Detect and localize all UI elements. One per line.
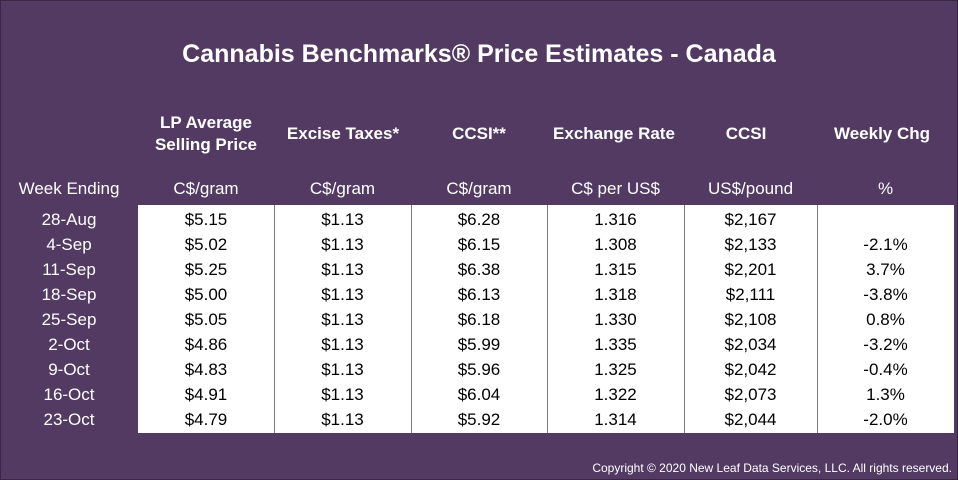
header-ccsi-cad: CCSI** (452, 124, 506, 143)
week-label: 16-Oct (43, 385, 95, 404)
table-row: $5.05 $1.13 $6.18 1.330 $2,108 0.8% (138, 307, 954, 332)
cell-ccsi-usd: $2,073 (724, 385, 777, 404)
cell-exchange-rate: 1.316 (594, 210, 637, 229)
week-label: 2-Oct (48, 335, 90, 354)
cell-exchange-rate: 1.315 (594, 260, 637, 279)
header-weekly-chg: Weekly Chg (833, 124, 931, 143)
column-divider (547, 205, 548, 433)
week-label: 4-Sep (46, 235, 92, 254)
cell-exchange-rate: 1.325 (594, 360, 637, 379)
unit-ccsi-cad: C$/gram (446, 179, 512, 198)
cell-weekly-chg: 3.7% (866, 260, 905, 279)
cell-ccsi-cad: $5.92 (457, 410, 501, 429)
week-label: 25-Sep (41, 310, 97, 329)
unit-weekly-chg: % (877, 179, 894, 198)
cell-lp: $4.79 (184, 410, 228, 429)
cell-excise: $1.13 (321, 410, 364, 429)
header-lp-average-selling-price: LP Average Selling Price (154, 113, 258, 154)
page-title: Cannabis Benchmarks® Price Estimates - C… (182, 40, 776, 68)
cell-lp: $5.05 (184, 310, 228, 329)
cell-excise: $1.13 (321, 310, 364, 329)
cell-ccsi-cad: $5.96 (457, 360, 501, 379)
week-label: 18-Sep (41, 285, 97, 304)
cell-ccsi-usd: $2,034 (724, 335, 777, 354)
cell-weekly-chg: -3.2% (863, 335, 908, 354)
unit-exchange-rate: C$ per US$ (571, 179, 660, 198)
cell-ccsi-usd: $2,133 (724, 235, 777, 254)
cell-exchange-rate: 1.308 (594, 235, 637, 254)
cell-ccsi-cad: $6.04 (457, 385, 501, 404)
cell-excise: $1.13 (321, 260, 364, 279)
header-excise-taxes: Excise Taxes* (286, 124, 400, 143)
cell-ccsi-cad: $6.38 (457, 260, 501, 279)
table-row: $5.00 $1.13 $6.13 1.318 $2,111 -3.8% (138, 282, 954, 307)
cell-ccsi-usd: $2,044 (724, 410, 777, 429)
table-row: $4.86 $1.13 $5.99 1.335 $2,034 -3.2% (138, 332, 954, 357)
week-ending-column: 28-Aug 4-Sep 11-Sep 18-Sep 25-Sep 2-Oct … (0, 205, 138, 432)
cell-exchange-rate: 1.318 (594, 285, 637, 304)
column-divider (684, 205, 685, 433)
cell-exchange-rate: 1.322 (594, 385, 637, 404)
cell-ccsi-usd: $2,201 (724, 260, 777, 279)
cell-excise: $1.13 (321, 335, 364, 354)
cell-lp: $5.15 (184, 210, 228, 229)
cell-weekly-chg: -2.0% (863, 410, 908, 429)
header-ccsi-usd: CCSI (725, 124, 767, 143)
cell-lp: $4.86 (184, 335, 228, 354)
cell-ccsi-usd: $2,042 (724, 360, 777, 379)
price-table: $5.15 $1.13 $6.28 1.316 $2,167 $5.02 $1.… (138, 205, 954, 433)
cell-weekly-chg: 1.3% (866, 385, 905, 404)
week-label: 9-Oct (48, 360, 90, 379)
cell-weekly-chg (817, 207, 954, 232)
cell-ccsi-usd: $2,167 (724, 210, 777, 229)
cell-excise: $1.13 (321, 385, 364, 404)
row-header-label: Week Ending (18, 179, 120, 198)
table-row: $4.79 $1.13 $5.92 1.314 $2,044 -2.0% (138, 407, 954, 432)
cell-exchange-rate: 1.314 (594, 410, 637, 429)
table-row: $5.02 $1.13 $6.15 1.308 $2,133 -2.1% (138, 232, 954, 257)
unit-lp: C$/gram (173, 179, 239, 198)
cell-ccsi-cad: $6.13 (457, 285, 501, 304)
table-row: $5.25 $1.13 $6.38 1.315 $2,201 3.7% (138, 257, 954, 282)
cell-ccsi-usd: $2,111 (725, 285, 776, 304)
cell-ccsi-usd: $2,108 (724, 310, 777, 329)
cell-ccsi-cad: $6.15 (457, 235, 501, 254)
cell-ccsi-cad: $6.18 (457, 310, 501, 329)
cell-lp: $4.83 (184, 360, 228, 379)
week-label: 23-Oct (43, 410, 95, 429)
column-divider (817, 205, 818, 433)
cell-weekly-chg: -0.4% (863, 360, 908, 379)
column-divider (411, 205, 412, 433)
week-label: 11-Sep (42, 260, 96, 279)
cell-exchange-rate: 1.335 (594, 335, 637, 354)
unit-excise: C$/gram (309, 179, 376, 198)
cell-lp: $5.02 (184, 235, 228, 254)
table-row: $4.91 $1.13 $6.04 1.322 $2,073 1.3% (138, 382, 954, 407)
cell-excise: $1.13 (321, 210, 364, 229)
table-row: $4.83 $1.13 $5.96 1.325 $2,042 -0.4% (138, 357, 954, 382)
cell-excise: $1.13 (321, 235, 364, 254)
cell-excise: $1.13 (321, 285, 364, 304)
header-exchange-rate: Exchange Rate (553, 124, 675, 143)
copyright-notice: Copyright © 2020 New Leaf Data Services,… (592, 461, 952, 475)
cell-ccsi-cad: $6.28 (457, 210, 501, 229)
cell-lp: $5.00 (184, 285, 228, 304)
cell-lp: $5.25 (184, 260, 228, 279)
unit-ccsi-usd: US$/pound (707, 179, 794, 198)
cell-exchange-rate: 1.330 (594, 310, 637, 329)
cell-weekly-chg: -2.1% (863, 235, 908, 254)
table-row: $5.15 $1.13 $6.28 1.316 $2,167 (138, 207, 954, 232)
cell-weekly-chg: 0.8% (866, 310, 905, 329)
week-label: 28-Aug (41, 210, 97, 229)
cell-lp: $4.91 (184, 385, 228, 404)
cell-ccsi-cad: $5.99 (457, 335, 501, 354)
cell-excise: $1.13 (321, 360, 364, 379)
cell-weekly-chg: -3.8% (863, 285, 908, 304)
column-divider (274, 205, 275, 433)
